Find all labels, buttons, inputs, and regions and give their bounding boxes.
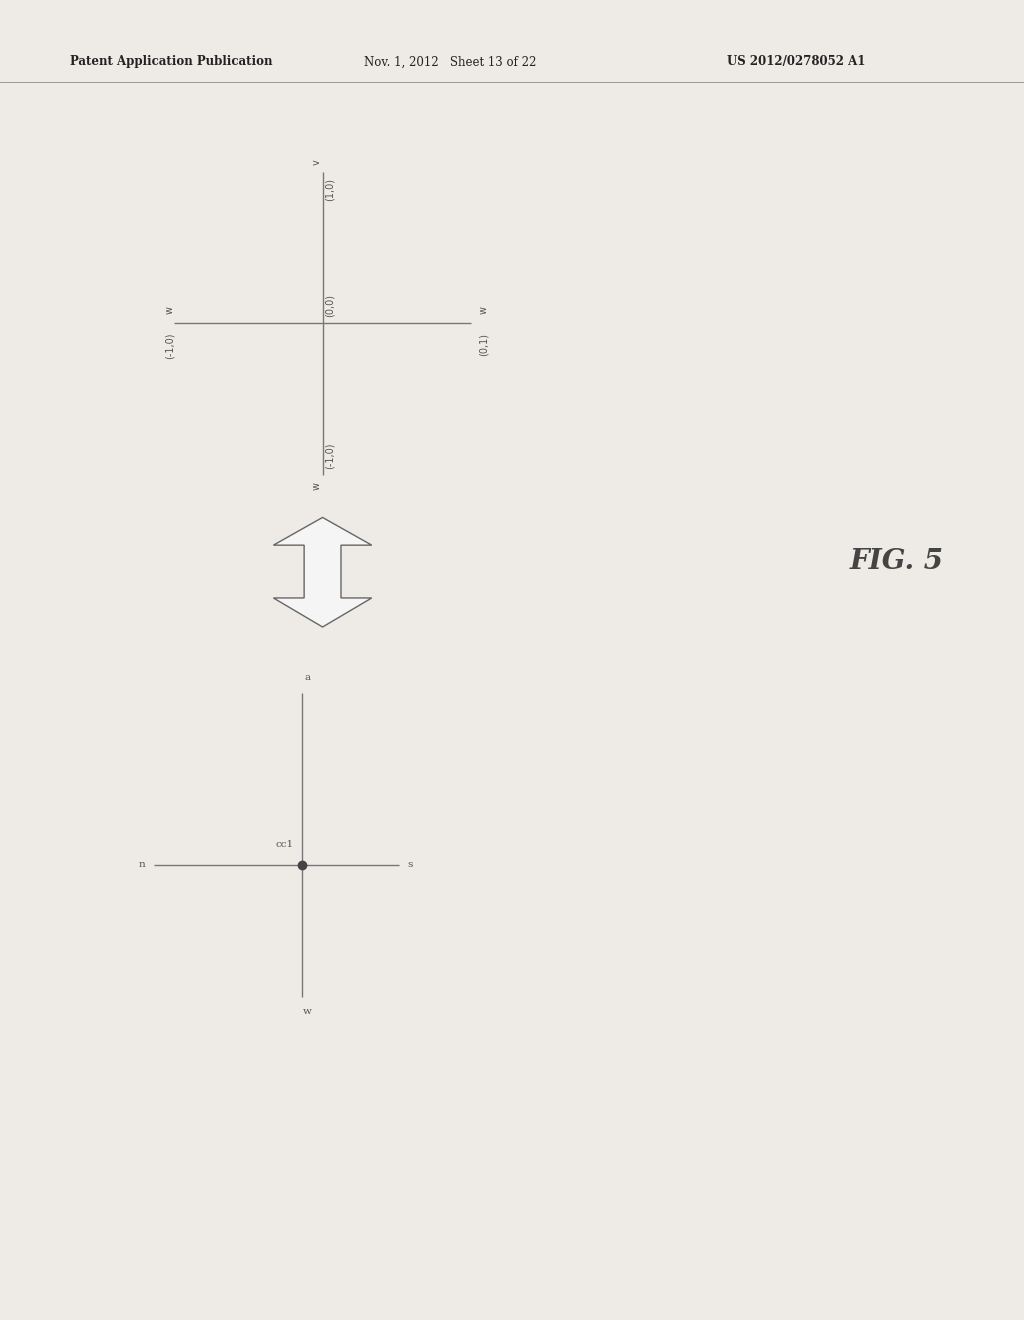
Text: w: w: [165, 306, 175, 314]
Text: w: w: [311, 482, 322, 490]
Text: Patent Application Publication: Patent Application Publication: [70, 55, 272, 69]
Polygon shape: [273, 517, 372, 627]
Text: (0,1): (0,1): [478, 333, 488, 355]
Text: (-1,0): (-1,0): [325, 442, 335, 469]
Text: n: n: [138, 861, 145, 869]
Text: (-1,0): (-1,0): [165, 333, 175, 359]
Text: s: s: [408, 861, 413, 869]
Text: a: a: [304, 673, 310, 682]
Text: (0,0): (0,0): [325, 294, 335, 317]
Text: cc1: cc1: [275, 840, 294, 849]
Text: US 2012/0278052 A1: US 2012/0278052 A1: [727, 55, 865, 69]
Text: FIG. 5: FIG. 5: [850, 548, 944, 574]
Text: w: w: [478, 306, 488, 314]
Text: (1,0): (1,0): [325, 178, 335, 201]
Text: v: v: [311, 160, 322, 165]
Text: w: w: [303, 1007, 311, 1016]
Text: Nov. 1, 2012   Sheet 13 of 22: Nov. 1, 2012 Sheet 13 of 22: [364, 55, 536, 69]
